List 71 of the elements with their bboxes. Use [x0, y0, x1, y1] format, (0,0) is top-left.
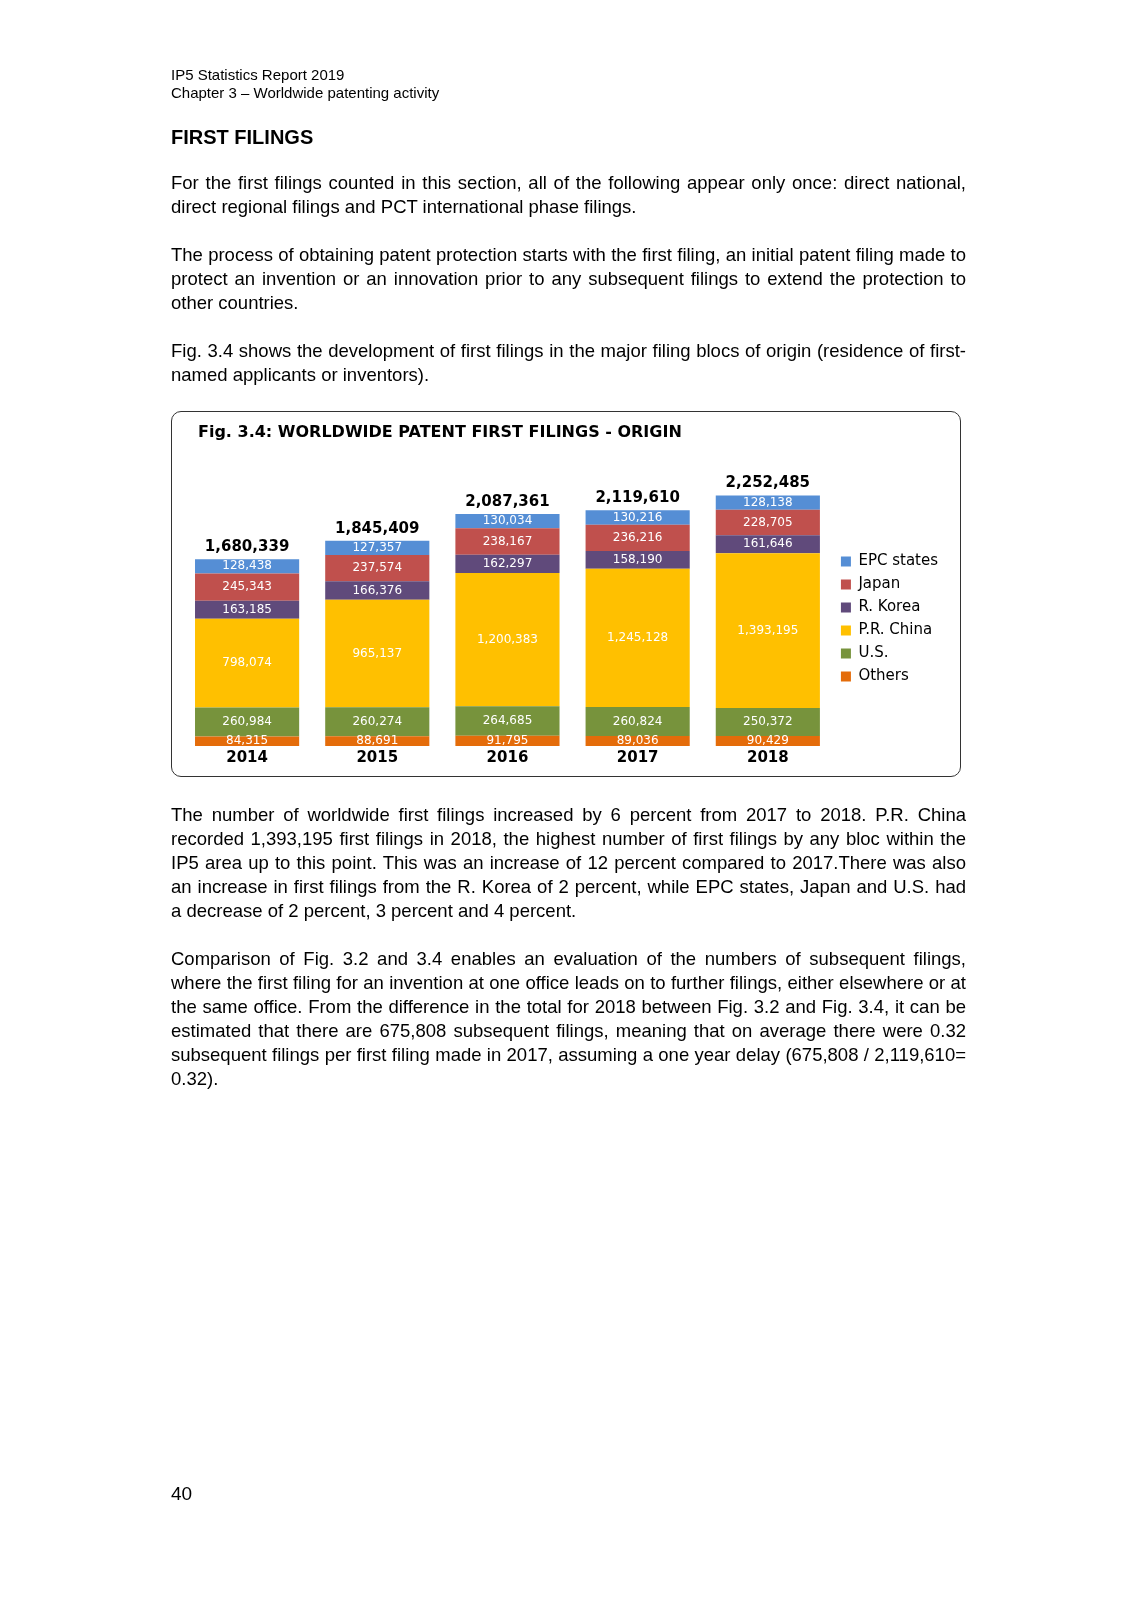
bar: [195, 573, 300, 601]
bar: [325, 599, 430, 708]
bar: [325, 554, 430, 582]
data-label: 127,357: [352, 540, 403, 554]
data-label: 130,216: [612, 509, 663, 524]
data-label: 260,274: [352, 713, 403, 728]
text: 40: [171, 1483, 193, 1505]
data-label: 166,376: [352, 582, 403, 597]
data-label: 90,429: [746, 733, 789, 748]
text: Comparison of Fig. 3.2 and 3.4 enables an evaluation of the numbers of subsequent filings, where the first filing for an invention at one office leads on to further filings, either elsewhere or at the same office. From the difference in the total for 2018 between Fig. 3.2 and Fig. 3.4, it can be estimated that there are 675,808 subsequent filings, meaning that on average there were 0.32 subsequent filings per first filing made in 2017, assuming a one year delay (675,808 / 2,119,610= 0.32).: [171, 947, 966, 1091]
bar: [715, 553, 820, 709]
x-tick-label: 2014: [226, 747, 268, 766]
data-label: 130,034: [482, 513, 533, 528]
data-label: 260,984: [222, 714, 272, 729]
bar: [325, 581, 430, 600]
data-label: 88,691: [356, 733, 399, 748]
data-label: 260,824: [612, 713, 663, 728]
data-label: 238,167: [482, 533, 533, 548]
x-tick-label: 2017: [616, 747, 659, 766]
chart-title: Fig. 3.4: WORLDWIDE PATENT FIRST FILINGS - ORIGIN: [198, 422, 682, 441]
total-label: 2,252,485: [725, 473, 811, 492]
data-label: 228,705: [743, 514, 793, 529]
data-label: 128,438: [222, 558, 272, 573]
x-tick-label: 2015: [356, 747, 399, 766]
data-label: 1,393,195: [737, 622, 799, 637]
bar: [585, 568, 690, 708]
data-label: 237,574: [352, 560, 403, 575]
data-label: 91,795: [486, 733, 529, 748]
data-label: 965,137: [352, 645, 403, 660]
total-label: 2,087,361: [465, 491, 550, 510]
data-label: 162,297: [482, 555, 533, 570]
legend-label: Others: [858, 666, 910, 685]
data-label: 1,200,383: [476, 631, 538, 646]
bar: [455, 706, 560, 736]
text: IP5 Statistics Report 2019: [171, 66, 346, 84]
data-label: 250,372: [743, 714, 793, 729]
bar: [715, 708, 820, 736]
legend-label: EPC states: [858, 551, 939, 570]
data-label: 84,315: [226, 733, 269, 748]
bar: [455, 572, 560, 707]
data-label: 236,216: [612, 530, 663, 545]
data-label: 161,646: [743, 536, 793, 551]
data-label: 158,190: [612, 551, 663, 566]
total-label: 1,680,339: [204, 537, 290, 556]
data-label: 128,138: [743, 494, 793, 509]
legend-label: P.R. China: [858, 620, 933, 639]
data-label: 89,036: [616, 733, 659, 748]
data-label: 264,685: [482, 713, 533, 728]
data-label: 245,343: [222, 579, 272, 594]
data-label: 1,245,128: [607, 629, 669, 644]
x-tick-label: 2018: [746, 747, 789, 766]
total-label: 1,845,409: [335, 518, 420, 537]
bar: [195, 618, 300, 708]
bar: [585, 524, 690, 552]
legend-label: Japan: [857, 574, 901, 593]
text: For the first filings counted in this section, all of the following appear only once: direct national, direct regional filings and PCT international phase filings.: [171, 171, 966, 219]
legend-label: U.S.: [858, 643, 889, 662]
text: FIRST FILINGS: [171, 126, 315, 149]
bar: [455, 528, 560, 555]
caption: Fig. 3.4 shows the development of first filings in the major filing blocs of origin (residence of first-named applicants or inventors).: [171, 339, 966, 387]
bar: [585, 707, 690, 737]
text: Chapter 3 – Worldwide patenting activity: [171, 84, 441, 102]
x-tick-label: 2016: [486, 747, 529, 766]
total-label: 2,119,610: [595, 488, 680, 507]
bar: [325, 707, 430, 737]
data-label: 798,074: [222, 655, 272, 670]
data-label: 163,185: [222, 601, 272, 616]
text: The number of worldwide first filings increased by 6 percent from 2017 to 2018. P.R. China recorded 1,393,195 first filings in 2018, the highest number of first filings by any bloc within the IP5 area up to this point. This was an increase of 12 percent compared to 2017.There was also an increase in first filings from the R. Korea of 2 percent, while EPC states, Japan and U.S. had a decrease of 2 percent, 3 percent and 4 percent.: [171, 803, 966, 923]
bar: [195, 707, 300, 737]
legend-label: R. Korea: [858, 597, 921, 616]
text: The process of obtaining patent protection starts with the first filing, an initial patent filing made to protect an invention or an innovation prior to any subsequent filings to extend the protection to other countries.: [171, 243, 966, 315]
